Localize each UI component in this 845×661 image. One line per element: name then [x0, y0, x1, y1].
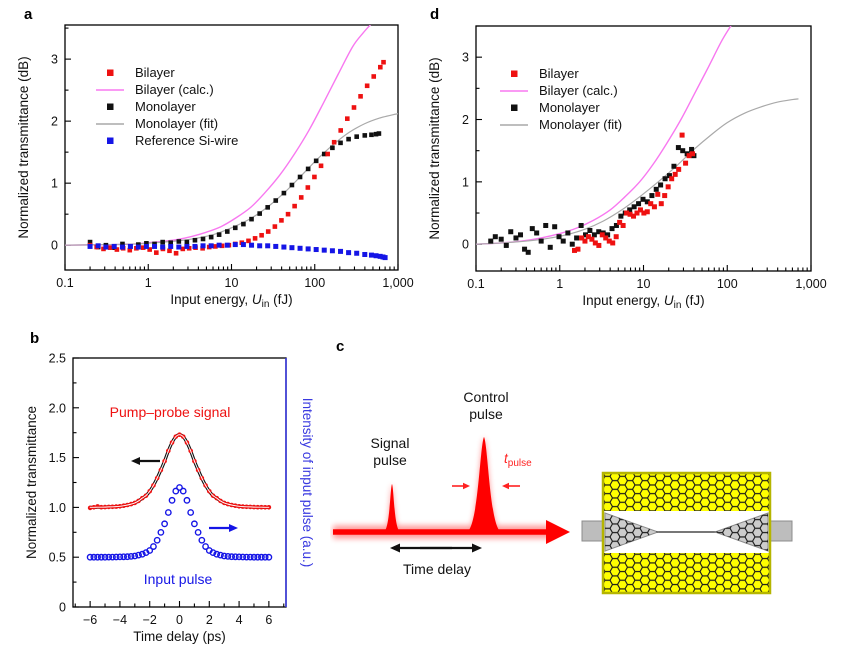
svg-text:pulse: pulse: [373, 452, 407, 468]
svg-text:Signal: Signal: [371, 435, 410, 451]
svg-text:3: 3: [462, 51, 469, 65]
svg-text:Input energy, Uin (fJ): Input energy, Uin (fJ): [582, 293, 704, 311]
svg-text:1: 1: [51, 177, 58, 191]
svg-text:Normalized transmittance: Normalized transmittance: [24, 406, 39, 559]
panel-label-d: d: [430, 6, 440, 23]
svg-text:Pump–probe signal: Pump–probe signal: [110, 404, 231, 420]
panel-label-c: c: [336, 338, 345, 355]
svg-text:Bilayer: Bilayer: [135, 65, 175, 80]
svg-text:Normalized transmittance (dB): Normalized transmittance (dB): [427, 57, 442, 239]
svg-text:Bilayer (calc.): Bilayer (calc.): [135, 82, 214, 97]
svg-text:Time delay (ps): Time delay (ps): [133, 629, 226, 644]
svg-text:4: 4: [236, 613, 243, 627]
svg-text:0: 0: [462, 238, 469, 252]
svg-text:Reference Si-wire: Reference Si-wire: [135, 133, 238, 148]
svg-text:0.5: 0.5: [49, 551, 66, 565]
svg-text:3: 3: [51, 53, 58, 67]
svg-text:2.0: 2.0: [49, 401, 66, 415]
svg-text:1,000: 1,000: [382, 276, 413, 290]
svg-text:Normalized transmittance (dB): Normalized transmittance (dB): [16, 56, 31, 238]
svg-text:2.5: 2.5: [49, 352, 66, 366]
svg-text:Monolayer: Monolayer: [539, 100, 600, 115]
panel-b-chart: −6 −4 −2 0 2 4 6 0 0.5 1.0 1.5 2.0 2.5 Normalized tra…: [24, 352, 315, 645]
svg-text:1,000: 1,000: [795, 277, 826, 291]
svg-text:1.0: 1.0: [49, 501, 66, 515]
svg-text:pulse: pulse: [469, 406, 503, 422]
svg-text:100: 100: [717, 277, 738, 291]
svg-text:10: 10: [637, 277, 651, 291]
panel-a-chart: 0.1 1 10 100 1,000 0 1 2 3 Normalized transmittan…: [16, 24, 414, 310]
svg-text:1: 1: [462, 175, 469, 189]
svg-text:1.5: 1.5: [49, 451, 66, 465]
svg-text:Bilayer: Bilayer: [539, 66, 579, 81]
svg-text:Control: Control: [463, 389, 508, 405]
svg-text:2: 2: [206, 613, 213, 627]
svg-text:100: 100: [304, 276, 325, 290]
svg-text:tpulse: tpulse: [504, 451, 532, 469]
svg-text:Input energy, Uin (fJ): Input energy, Uin (fJ): [170, 292, 292, 310]
panel-label-a: a: [24, 6, 33, 23]
svg-text:1: 1: [145, 276, 152, 290]
svg-text:6: 6: [265, 613, 272, 627]
svg-text:Monolayer (fit): Monolayer (fit): [539, 117, 622, 132]
svg-text:−4: −4: [113, 613, 127, 627]
svg-text:0: 0: [59, 601, 66, 615]
svg-text:−6: −6: [83, 613, 97, 627]
panel-label-b: b: [30, 330, 40, 347]
svg-text:10: 10: [225, 276, 239, 290]
svg-text:Monolayer (fit): Monolayer (fit): [135, 116, 218, 131]
svg-text:Bilayer (calc.): Bilayer (calc.): [539, 83, 618, 98]
svg-text:2: 2: [462, 113, 469, 127]
svg-text:0: 0: [176, 613, 183, 627]
svg-text:Intensity of input pulse (a.u.: Intensity of input pulse (a.u.): [300, 398, 315, 568]
panel-d-chart: 0.1 1 10 100 1,000 0 1 2 3 Normalized transmittan…: [427, 25, 827, 311]
svg-text:0.1: 0.1: [467, 277, 484, 291]
svg-text:Time delay: Time delay: [403, 561, 471, 577]
svg-text:−2: −2: [143, 613, 157, 627]
svg-text:Input pulse: Input pulse: [144, 571, 213, 587]
svg-text:Monolayer: Monolayer: [135, 99, 196, 114]
svg-text:2: 2: [51, 115, 58, 129]
svg-text:0.1: 0.1: [56, 276, 73, 290]
svg-text:0: 0: [51, 239, 58, 253]
svg-text:1: 1: [556, 277, 563, 291]
